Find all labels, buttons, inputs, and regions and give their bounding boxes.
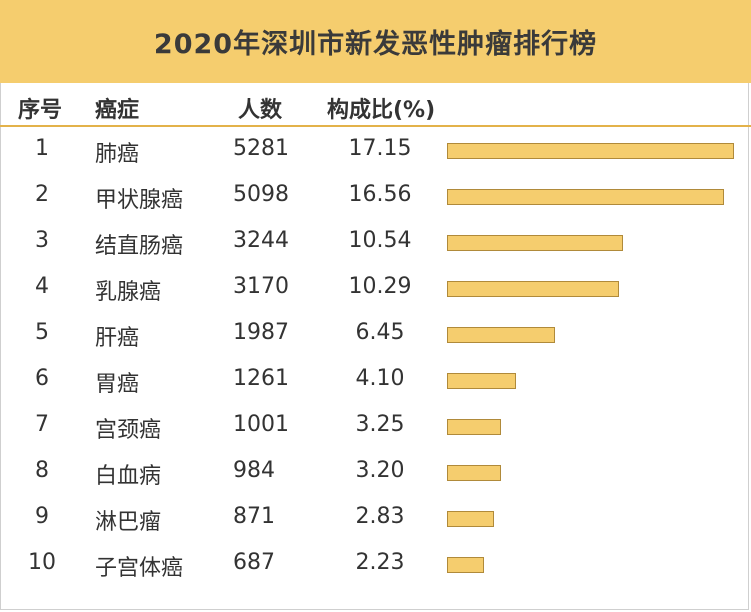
row-index: 2 xyxy=(35,182,49,207)
row-cancer-name: 淋巴瘤 xyxy=(95,510,162,535)
row-count: 1987 xyxy=(233,320,289,345)
row-index: 3 xyxy=(35,228,49,253)
row-ratio: 16.56 xyxy=(348,182,412,207)
table-row: 4 乳腺癌 3170 10.29 xyxy=(0,265,751,311)
row-index: 9 xyxy=(35,504,49,529)
title-bar: 2020年深圳市新发恶性肿瘤排行榜 xyxy=(0,0,751,83)
row-ratio: 6.45 xyxy=(355,320,405,345)
row-cancer-name: 肝癌 xyxy=(95,326,140,351)
row-ratio: 2.23 xyxy=(355,550,405,575)
row-index: 8 xyxy=(35,458,49,483)
table-row: 7 宫颈癌 1001 3.25 xyxy=(0,403,751,449)
row-ratio: 3.25 xyxy=(355,412,405,437)
row-index: 10 xyxy=(28,550,56,575)
table-body: 1 肺癌 5281 17.15 2 甲状腺癌 5098 16.56 3 结直肠癌 3244 10.54… xyxy=(0,127,751,607)
row-count: 5281 xyxy=(233,136,289,161)
row-count: 871 xyxy=(233,504,275,529)
row-cancer-name: 肺癌 xyxy=(95,142,140,167)
row-cancer-name: 子宫体癌 xyxy=(95,556,184,581)
table-row: 5 肝癌 1987 6.45 xyxy=(0,311,751,357)
row-index: 4 xyxy=(35,274,49,299)
ratio-bar xyxy=(447,557,484,573)
ratio-bar xyxy=(447,373,516,389)
ratio-bar xyxy=(447,281,619,297)
ratio-bar xyxy=(447,327,555,343)
chart-title: 2020年深圳市新发恶性肿瘤排行榜 xyxy=(153,29,598,60)
row-count: 5098 xyxy=(233,182,289,207)
row-index: 5 xyxy=(35,320,49,345)
table-row: 2 甲状腺癌 5098 16.56 xyxy=(0,173,751,219)
table-row: 3 结直肠癌 3244 10.54 xyxy=(0,219,751,265)
ratio-bar xyxy=(447,235,623,251)
row-cancer-name: 甲状腺癌 xyxy=(95,188,184,213)
row-count: 984 xyxy=(233,458,275,483)
row-ratio: 10.29 xyxy=(348,274,412,299)
row-cancer-name: 白血病 xyxy=(95,464,162,489)
row-cancer-name: 宫颈癌 xyxy=(95,418,162,443)
ratio-bar xyxy=(447,143,734,159)
row-ratio: 3.20 xyxy=(355,458,405,483)
row-index: 1 xyxy=(35,136,49,161)
header-ratio: 构成比(%) xyxy=(327,98,436,123)
table-row: 9 淋巴瘤 871 2.83 xyxy=(0,495,751,541)
row-count: 3170 xyxy=(233,274,289,299)
row-index: 7 xyxy=(35,412,49,437)
ratio-bar xyxy=(447,511,494,527)
table-header: 序号 癌症 人数 构成比(%) xyxy=(0,83,751,127)
header-index: 序号 xyxy=(18,98,63,123)
table-row: 1 肺癌 5281 17.15 xyxy=(0,127,751,173)
row-cancer-name: 胃癌 xyxy=(95,372,140,397)
header-cancer: 癌症 xyxy=(95,98,140,123)
row-cancer-name: 结直肠癌 xyxy=(95,234,184,259)
ratio-bar xyxy=(447,189,724,205)
row-count: 1001 xyxy=(233,412,289,437)
row-ratio: 10.54 xyxy=(348,228,412,253)
row-count: 3244 xyxy=(233,228,289,253)
header-count: 人数 xyxy=(238,98,283,123)
table-row: 8 白血病 984 3.20 xyxy=(0,449,751,495)
row-count: 1261 xyxy=(233,366,289,391)
table-row: 6 胃癌 1261 4.10 xyxy=(0,357,751,403)
row-ratio: 17.15 xyxy=(348,136,412,161)
row-ratio: 2.83 xyxy=(355,504,405,529)
row-index: 6 xyxy=(35,366,49,391)
ratio-bar xyxy=(447,465,501,481)
table-row: 10 子宫体癌 687 2.23 xyxy=(0,541,751,587)
row-count: 687 xyxy=(233,550,275,575)
row-cancer-name: 乳腺癌 xyxy=(95,280,162,305)
row-ratio: 4.10 xyxy=(355,366,405,391)
ratio-bar xyxy=(447,419,501,435)
